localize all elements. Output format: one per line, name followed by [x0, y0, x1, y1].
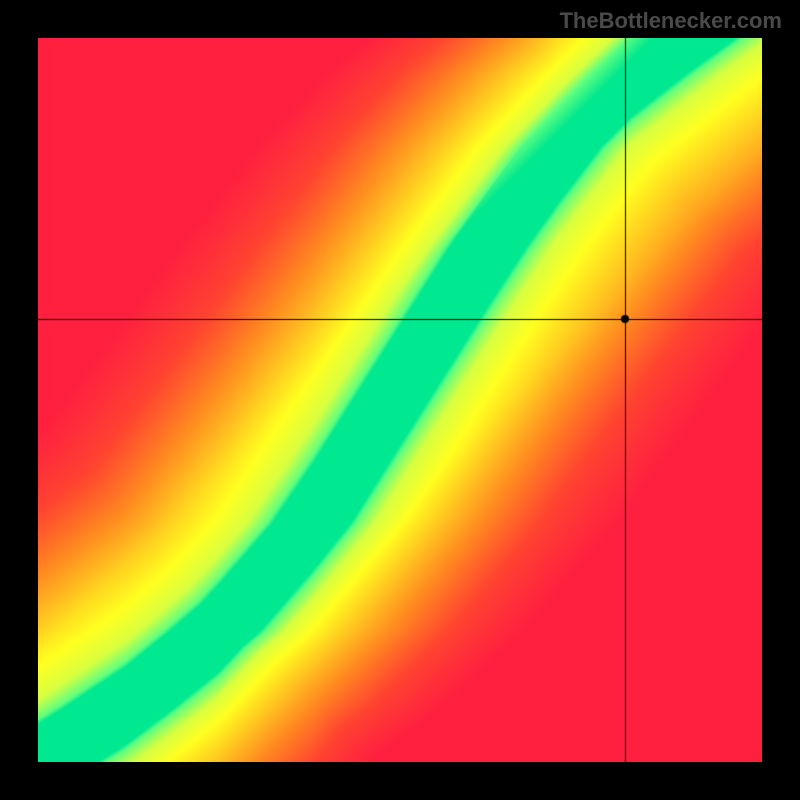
- heatmap-plot: [38, 38, 762, 762]
- watermark-text: TheBottlenecker.com: [559, 8, 782, 34]
- chart-container: TheBottlenecker.com: [0, 0, 800, 800]
- heatmap-canvas: [38, 38, 762, 762]
